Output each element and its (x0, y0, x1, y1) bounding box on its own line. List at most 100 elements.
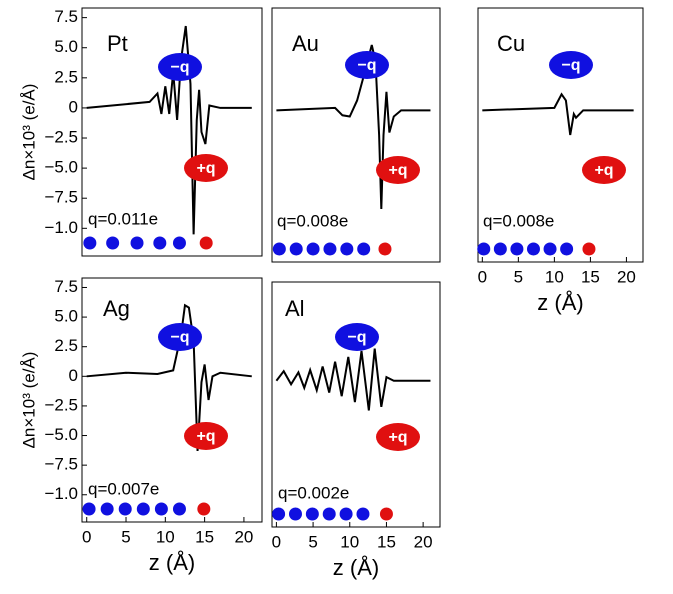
atom (272, 242, 286, 256)
metal-label: Au (292, 31, 319, 56)
atom (543, 242, 557, 256)
y-tick-label: −2.5 (44, 395, 78, 414)
y-axis-label: Δn×10³ (e/Å) (19, 84, 38, 181)
minus-text: −q (347, 329, 366, 346)
y-tick-label: −5.0 (44, 158, 78, 177)
atom (493, 242, 507, 256)
x-tick-label: 20 (414, 532, 433, 551)
plus-charge (582, 156, 626, 184)
minus-text: −q (170, 59, 189, 76)
atom (154, 502, 168, 516)
y-tick-label: −1.0 (44, 218, 78, 237)
minus-text: −q (170, 329, 189, 346)
x-tick-label: 10 (340, 532, 359, 551)
minus-charge (158, 53, 202, 81)
charge-label: q=0.011e (88, 209, 158, 228)
panel-frame (271, 7, 441, 263)
x-tick-label: 15 (377, 532, 396, 551)
metal-label: Pt (107, 31, 128, 56)
density-line (275, 348, 431, 411)
charge-label: q=0.008e (277, 211, 348, 230)
atom (289, 242, 303, 256)
x-tick-label: 15 (581, 267, 600, 286)
x-tick-label: 5 (121, 527, 130, 546)
y-tick-label: 2.5 (54, 67, 78, 86)
x-tick-label: 5 (514, 267, 523, 286)
atom (560, 242, 574, 256)
atom (272, 507, 286, 521)
charge-label: q=0.007e (88, 479, 159, 498)
x-axis-label: z (Å) (333, 555, 379, 580)
atom (82, 502, 96, 516)
y-tick-label: 2.5 (54, 336, 78, 355)
atom (357, 242, 371, 256)
atom (83, 236, 97, 250)
plus-text: +q (388, 162, 407, 179)
atom (305, 507, 319, 521)
x-axis-label: z (Å) (149, 550, 195, 575)
x-tick-label: 20 (234, 527, 253, 546)
charge-atom (379, 507, 393, 521)
atom (340, 242, 354, 256)
plus-text: +q (388, 429, 407, 446)
minus-charge (345, 51, 389, 79)
plus-charge (184, 422, 228, 450)
panel-frame (81, 277, 263, 523)
atom (130, 236, 144, 250)
atom (510, 242, 524, 256)
y-tick-label: 5.0 (54, 37, 78, 56)
y-tick-label: 7.5 (54, 277, 78, 296)
charge-atom (197, 502, 211, 516)
y-tick-label: 0 (69, 97, 78, 116)
density-line (86, 25, 252, 235)
minus-charge (549, 51, 593, 79)
atom (153, 236, 167, 250)
x-tick-label: 5 (308, 532, 317, 551)
x-tick-label: 10 (156, 527, 175, 546)
atom (526, 242, 540, 256)
atom (339, 507, 353, 521)
y-tick-label: −1.0 (44, 484, 78, 503)
atom (100, 502, 114, 516)
atom (306, 242, 320, 256)
charge-label: q=0.002e (278, 483, 349, 502)
atom (136, 502, 150, 516)
x-axis-label: z (Å) (537, 290, 583, 315)
atom (477, 242, 491, 256)
y-tick-label: −2.5 (44, 128, 78, 147)
charge-atom (582, 242, 596, 256)
atom (106, 236, 120, 250)
minus-charge (335, 323, 379, 351)
atom (172, 236, 186, 250)
metal-label: Cu (497, 31, 525, 56)
x-tick-label: 0 (272, 532, 281, 551)
y-tick-label: 7.5 (54, 7, 78, 26)
minus-text: −q (357, 57, 376, 74)
panel-frame (477, 7, 644, 263)
charge-label: q=0.008e (483, 211, 554, 230)
atom (323, 242, 337, 256)
panel-frame (81, 7, 263, 257)
plus-charge (376, 156, 420, 184)
metal-label: Ag (103, 296, 130, 321)
x-tick-label: 10 (545, 267, 564, 286)
charge-atom (199, 236, 213, 250)
minus-charge (158, 323, 202, 351)
y-tick-label: −7.5 (44, 455, 78, 474)
x-tick-label: 0 (478, 267, 487, 286)
y-tick-label: −5.0 (44, 425, 78, 444)
x-tick-label: 20 (617, 267, 636, 286)
plus-text: +q (196, 160, 215, 177)
y-tick-label: 5.0 (54, 307, 78, 326)
plus-text: +q (594, 162, 613, 179)
panel-frame (271, 281, 441, 528)
metal-label: Al (285, 296, 305, 321)
charge-atom (378, 242, 392, 256)
plus-charge (184, 154, 228, 182)
plus-text: +q (196, 428, 215, 445)
minus-text: −q (561, 57, 580, 74)
atom (322, 507, 336, 521)
x-tick-label: 15 (195, 527, 214, 546)
y-tick-label: 0 (69, 366, 78, 385)
